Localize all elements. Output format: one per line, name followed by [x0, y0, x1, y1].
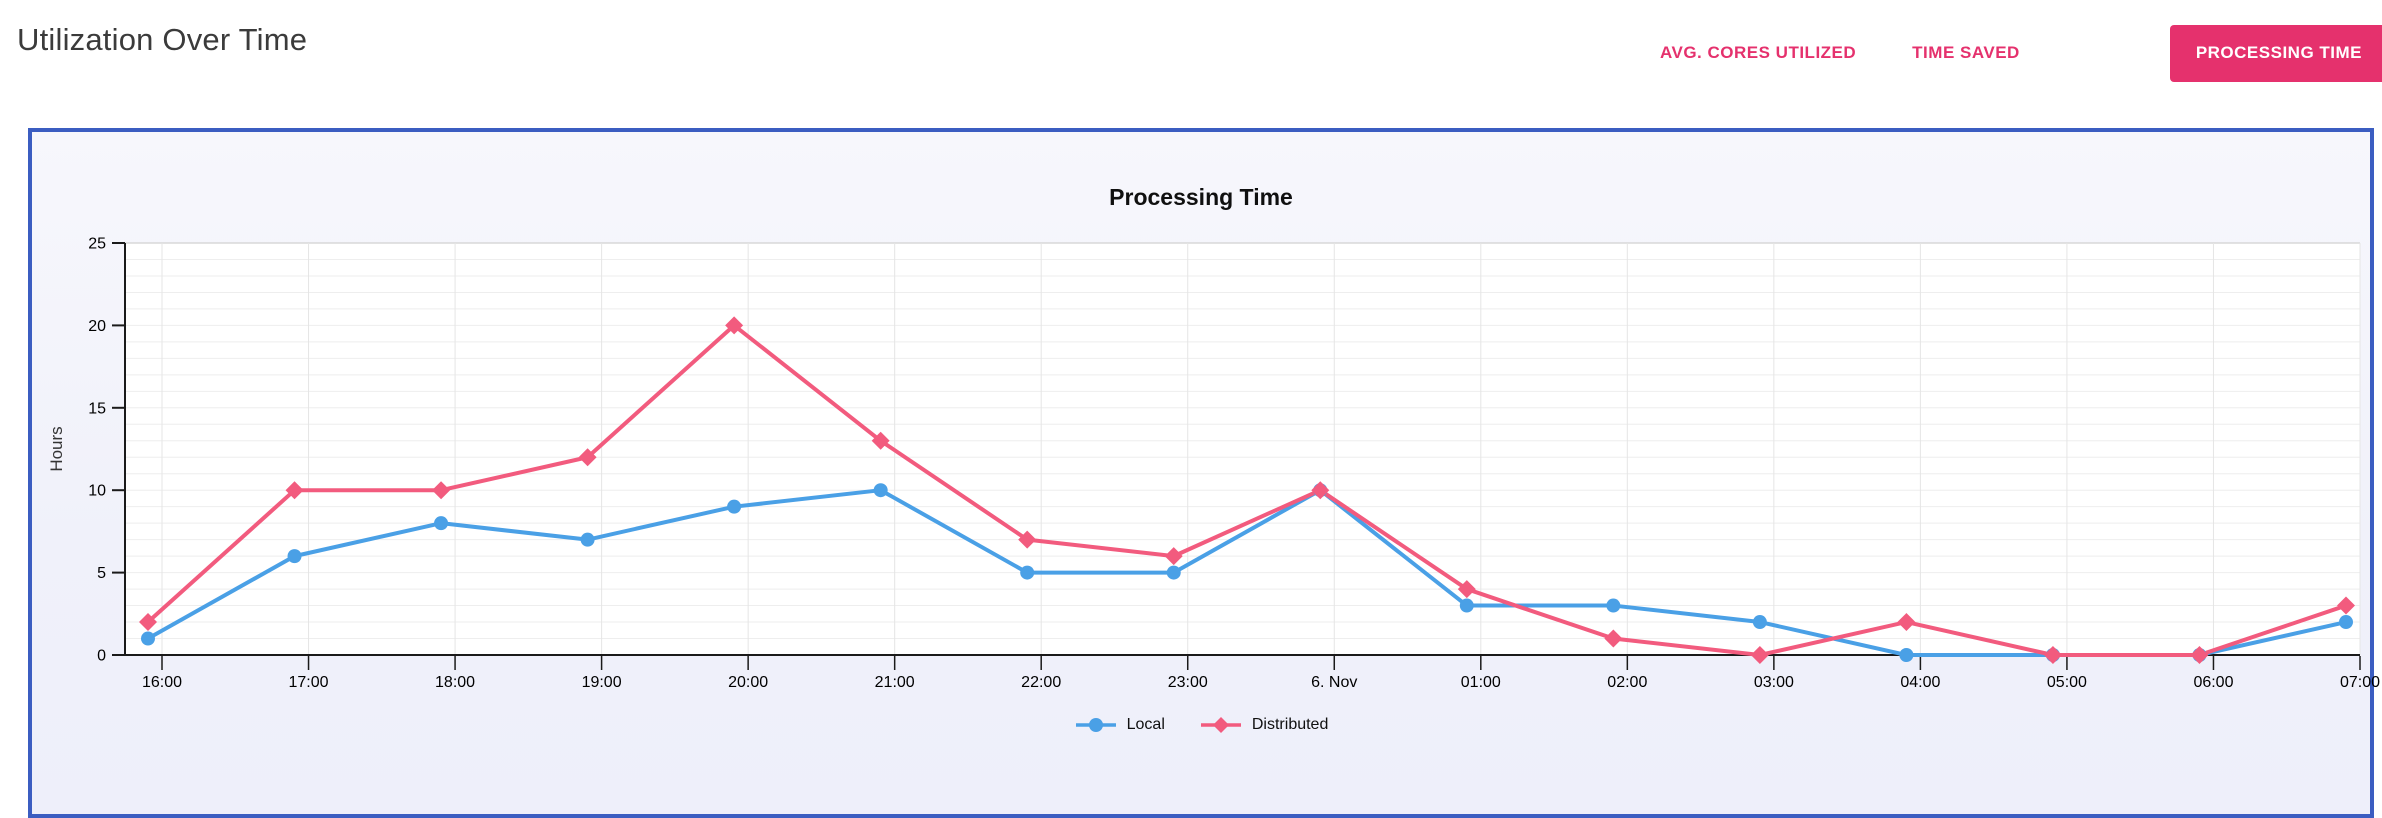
data-point-distributed: [2043, 646, 2062, 664]
y-tick-label: 15: [88, 400, 106, 417]
data-point-distributed: [1018, 530, 1037, 549]
data-point-distributed: [1897, 613, 1916, 632]
data-point-distributed: [285, 481, 304, 500]
y-tick-label: 0: [97, 648, 106, 665]
data-point-distributed: [139, 613, 157, 632]
data-point-local: [580, 532, 595, 547]
view-tabs: AVG. CORES UTILIZED TIME SAVED PROCESSING …: [1654, 0, 2382, 106]
vertical-gridlines: [161, 243, 2361, 655]
plot-area: [125, 243, 2360, 655]
data-point-local: [2339, 615, 2353, 630]
data-point-local: [1020, 565, 1035, 580]
data-point-local: [141, 631, 155, 646]
legend-diamond-icon: [1200, 717, 1241, 733]
legend-item-local[interactable]: Local: [1074, 716, 1165, 734]
data-point-distributed: [1604, 629, 1623, 648]
data-point-local: [287, 549, 302, 564]
data-point-distributed: [725, 316, 744, 335]
y-tick-label: 20: [88, 318, 106, 335]
data-point-distributed: [2337, 596, 2355, 615]
series-line-distributed: [146, 323, 2348, 657]
x-tick-label: 06:00: [2193, 674, 2233, 691]
processing-time-chart: 0 5 10 15 20 25 16:00 17:00 18:00 19:00 20:00 21:00…: [47, 236, 2380, 692]
data-point-distributed: [1164, 547, 1183, 566]
data-point-distributed: [432, 481, 451, 500]
series-line-local: [146, 488, 2348, 657]
data-point-distributed: [1311, 481, 1330, 500]
tab-time-saved[interactable]: TIME SAVED: [1906, 42, 2026, 64]
x-tick-label: 22:00: [1021, 674, 1061, 691]
data-point-local: [1899, 648, 1914, 662]
data-point-distributed: [1750, 646, 1769, 664]
chart-legend: Local Distributed: [28, 716, 2374, 734]
x-tick-label: 16:00: [142, 674, 182, 691]
y-tick-label: 25: [88, 236, 106, 253]
data-point-local: [873, 483, 888, 498]
data-point-local: [1166, 565, 1181, 580]
page-title: Utilization Over Time: [17, 22, 308, 57]
app-header: Utilization Over Time AVG. CORES UTILIZE…: [0, 0, 2382, 110]
data-point-local: [727, 499, 742, 514]
x-tick-label: 05:00: [2047, 674, 2087, 691]
x-tick-label: 17:00: [289, 674, 329, 691]
y-axis-ticks: 0 5 10 15 20 25: [88, 236, 125, 665]
x-tick-label: 19:00: [582, 674, 622, 691]
legend-item-distributed[interactable]: Distributed: [1199, 716, 1328, 734]
x-tick-label: 20:00: [728, 674, 768, 691]
data-point-distributed: [2190, 646, 2209, 664]
data-point-local: [1606, 598, 1621, 613]
x-tick-label: 03:00: [1754, 674, 1794, 691]
data-point-local: [1752, 615, 1767, 630]
data-point-distributed: [578, 448, 597, 467]
x-tick-label: 18:00: [435, 674, 475, 691]
x-tick-label: 21:00: [875, 674, 915, 691]
data-point-distributed: [1457, 580, 1476, 599]
tab-avg-cores-utilized[interactable]: AVG. CORES UTILIZED: [1654, 42, 1862, 64]
tab-processing-time[interactable]: PROCESSING TIME: [2169, 24, 2382, 82]
series-markers-distributed: [139, 316, 2355, 664]
x-tick-label: 6. Nov: [1311, 674, 1357, 691]
legend-label: Distributed: [1251, 716, 1329, 733]
y-tick-label: 10: [88, 483, 106, 500]
x-tick-label: 04:00: [1900, 674, 1940, 691]
legend-label: Local: [1126, 716, 1165, 733]
data-point-distributed: [871, 431, 890, 450]
y-axis-title: Hours: [47, 426, 66, 471]
x-tick-label: 01:00: [1461, 674, 1501, 691]
legend-circle-icon: [1075, 718, 1116, 732]
x-tick-label: 23:00: [1168, 674, 1208, 691]
data-point-local: [1459, 598, 1474, 613]
x-tick-label: 07:00: [2340, 674, 2380, 691]
x-axis-ticks: 16:00 17:00 18:00 19:00 20:00 21:00 22:00 23:00…: [142, 656, 2380, 691]
y-tick-label: 5: [97, 565, 106, 582]
x-tick-label: 02:00: [1607, 674, 1647, 691]
chart-title: Processing Time: [1109, 184, 1293, 210]
data-point-local: [434, 516, 449, 531]
